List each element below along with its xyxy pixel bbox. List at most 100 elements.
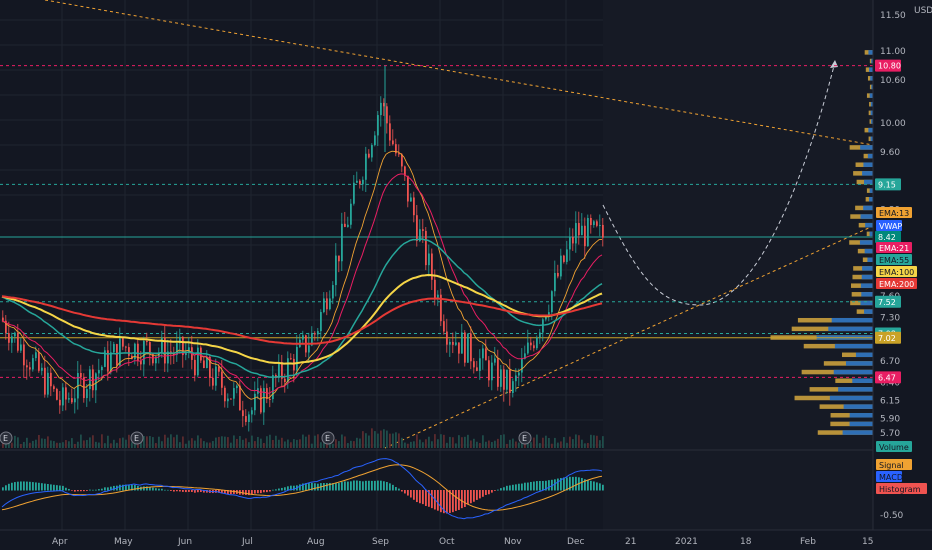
candle-body [359,180,361,185]
volume-bar [89,437,91,448]
volume-bar [218,436,220,448]
price-tick: 5.90 [880,414,900,424]
price-tick: 6.15 [880,396,900,406]
earnings-label: E [325,434,330,443]
price-tag-label: 10.80 [878,62,901,71]
macd-histogram-bar [266,490,268,493]
macd-legend-label: Signal [879,461,904,470]
volume-bar [35,439,37,448]
candle-body [242,410,244,417]
volume-profile-bar-up [864,248,873,254]
volume-bar [146,436,148,448]
candle-body [29,367,31,370]
candle-body [551,291,553,313]
ema-21-line [1,173,603,394]
candle-body [596,221,598,226]
volume-bar [305,436,307,448]
volume-bar [416,434,418,448]
volume-profile-bar-up [834,343,873,349]
time-axis[interactable] [0,530,932,550]
candle-body [134,343,136,360]
volume-bar [77,441,79,448]
volume-bar [362,431,364,448]
volume-bar [563,437,565,448]
candle-body [125,346,127,348]
volume-bar [266,436,268,448]
macd-histogram-bar [314,483,316,491]
macd-histogram-bar [413,490,415,500]
volume-bar [512,438,514,448]
macd-histogram-bar [398,488,400,491]
macd-histogram-bar [119,484,121,491]
candle-body [431,253,433,280]
volume-profile-bar-up [870,110,873,116]
volume-bar [281,437,283,448]
volume-bar [482,435,484,448]
candle-body [389,123,391,141]
macd-histogram-bar [479,490,481,499]
macd-histogram-bar [521,483,523,491]
macd-histogram-bar [569,476,571,491]
volume-bar [335,439,337,448]
macd-histogram-bar [368,480,370,491]
candle-body [371,145,373,158]
volume-profile-bar-up [865,222,873,228]
candle-body [428,253,430,266]
macd-histogram-bar [443,490,445,514]
volume-bar [464,436,466,448]
macd-legend-label: MACD [879,473,903,482]
macd-histogram-bar [110,486,112,491]
candle-body [116,344,118,366]
candle-body [536,337,538,349]
candle-body [8,333,10,343]
candle-body [278,362,280,378]
candle-body [209,356,211,378]
volume-bar [377,433,379,448]
volume-bar [479,442,481,448]
candle-body [314,333,316,335]
volume-profile-bar-up [843,404,873,409]
volume-bar [104,443,106,448]
ascending-trendline [384,225,874,449]
volume-bar [494,440,496,448]
macd-histogram-bar [386,482,388,491]
volume-bar [536,434,538,448]
macd-histogram-bar [473,490,475,502]
volume-bar [128,434,130,448]
macd-histogram-bar [425,490,427,506]
volume-profile-bar-up [871,58,873,64]
earnings-marker [321,431,335,445]
volume-bar [233,435,235,448]
macd-histogram-bar [512,484,514,491]
macd-legend-box [876,483,927,494]
candle-body [566,249,568,262]
volume-bar [509,439,511,448]
volume-bar [410,441,412,448]
macd-histogram-bar [380,480,382,491]
volume-bar [110,443,112,448]
volume-bar [437,439,439,448]
volume-bar [20,443,22,448]
volume-bar [167,437,169,448]
price-tick: 6.70 [880,357,900,367]
macd-histogram-bar [383,481,385,491]
volume-bar [287,439,289,448]
candle-body [356,180,358,183]
volume-bar [302,434,304,448]
volume-bar [155,443,157,448]
candle-body [146,341,148,343]
candle-body [110,352,112,372]
macd-histogram-bar [203,490,205,493]
candle-body [68,398,70,400]
macd-histogram-bar [389,483,391,491]
volume-bar [134,442,136,448]
candle-body [101,366,103,371]
macd-histogram-bar [50,484,52,491]
price-tag-label: 7.02 [878,334,896,343]
macd-histogram-bar [71,490,73,491]
candle-body [374,135,376,146]
candle-body [377,115,379,136]
candle-body [452,341,454,345]
candle-body [149,342,151,354]
